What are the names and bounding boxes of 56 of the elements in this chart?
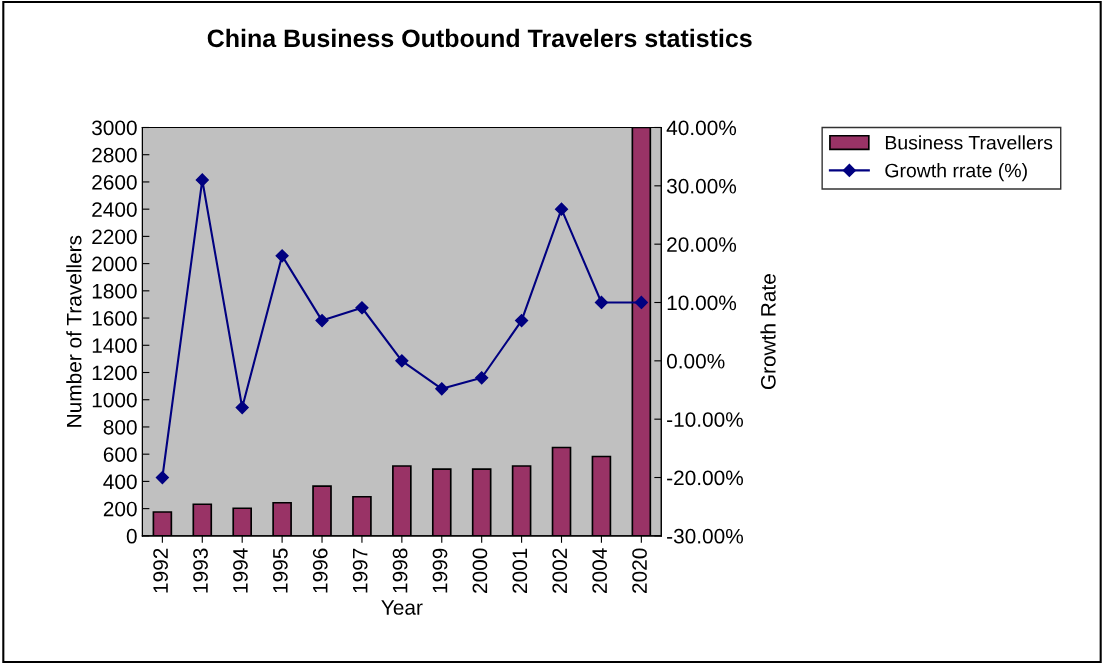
point (475, 371, 489, 385)
y-axis-title: Number of Travellers (66, 235, 82, 427)
y-tick-label: 200 (103, 501, 137, 517)
point (395, 354, 409, 368)
x-axis-title: Year (381, 600, 423, 615)
legend-label: Business Travellers (885, 135, 1053, 150)
y-tick-label: 2800 (92, 147, 137, 163)
x-tick-label: 1993 (193, 548, 208, 593)
point (435, 382, 449, 396)
legend-label: Growth rrate (%) (885, 163, 1027, 182)
y-tick-label: 2600 (92, 174, 137, 190)
y-tick-label: 600 (103, 447, 137, 462)
point (594, 295, 609, 310)
y2-tick-label: 30.00% (666, 178, 737, 194)
y2-axis-title: Growth Rate (760, 274, 776, 390)
y-tick-label: 1800 (92, 283, 137, 299)
y2-tick-label: 10.00% (667, 295, 737, 311)
point (355, 301, 369, 315)
point (235, 400, 249, 415)
x-tick-label: 2000 (472, 548, 488, 593)
x-tick-label: 2002 (552, 548, 568, 593)
y2-tick-label: 40.00% (666, 120, 737, 136)
point (554, 202, 569, 216)
y-tick-label: 800 (103, 419, 137, 435)
x-tick-label: 1999 (432, 548, 448, 593)
point (315, 313, 329, 328)
chart-title: China Business Outbound Travelers statistics (207, 28, 752, 48)
point (275, 249, 289, 263)
point (634, 295, 648, 310)
y-tick-label: 1400 (92, 338, 137, 354)
x-tick-label: 2001 (512, 548, 528, 593)
y-tick-label: 2400 (92, 202, 137, 217)
y2-tick-label: -10.00% (667, 412, 744, 427)
point (155, 470, 169, 485)
x-tick-label: 2004 (592, 548, 608, 593)
y-tick-label: 400 (103, 474, 137, 490)
y-tick-label: 1600 (92, 311, 137, 326)
y2-tick-label: 20.00% (667, 237, 737, 252)
point (195, 173, 209, 187)
y2-tick-label: 0.00% (666, 353, 725, 369)
x-tick-label: 1998 (392, 548, 408, 593)
x-tick-label: 1994 (233, 548, 248, 593)
y-tick-label: 3000 (92, 120, 137, 136)
y-tick-label: 1000 (92, 392, 137, 408)
y2-tick-label: -30.00% (667, 528, 744, 544)
y-tick-label: 1200 (92, 365, 137, 381)
y2-tick-label: -20.00% (667, 470, 744, 486)
y-tick-label: 2000 (92, 256, 137, 272)
x-tick-label: 1995 (272, 548, 288, 593)
point (515, 313, 529, 328)
y-tick-label: 0 (126, 528, 137, 544)
x-tick-label: 1997 (352, 548, 368, 593)
x-tick-label: 2020 (632, 548, 647, 593)
x-tick-label: 1996 (312, 548, 328, 593)
y-tick-label: 2200 (92, 229, 137, 245)
x-tick-label: 1992 (153, 548, 168, 593)
